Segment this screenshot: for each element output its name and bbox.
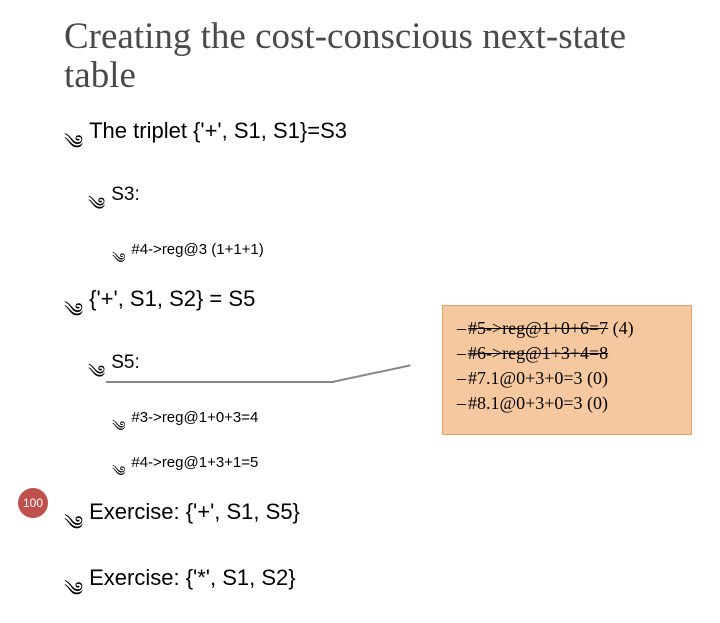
bullet-text: Exercise: {'+', S1, S5}	[89, 499, 300, 525]
bullet-text: #3->reg@1+0+3=4	[131, 409, 258, 426]
answer-callout: –#5->reg@1+0+6=7 (4) –#6->reg@1+3+4=8 –#…	[442, 305, 692, 435]
page-number: 100	[23, 496, 43, 510]
bullet-swirl-icon: ༄	[112, 242, 125, 282]
dash-icon: –	[457, 368, 466, 388]
slide-title: Creating the cost-conscious next-state t…	[64, 18, 672, 96]
callout-text-strike: #6->reg@1+3+4=8	[468, 343, 608, 363]
bullet-text: Exercise: {'*', S1, S2}	[89, 565, 296, 591]
connector-line	[106, 381, 334, 383]
bullet-swirl-icon: ༄	[88, 185, 105, 235]
bullet-text: The triplet {'+', S1, S1}=S3	[89, 118, 347, 144]
bullet-text: #4->reg@3 (1+1+1)	[131, 241, 263, 258]
bullet-swirl-icon: ༄	[88, 353, 105, 403]
bullet-swirl-icon: ༄	[64, 567, 83, 623]
bullet-text: S3:	[111, 184, 140, 206]
bullet-text: {'+', S1, S2} = S5	[89, 286, 255, 312]
bullet-exercise-2: ༄ Exercise: {'*', S1, S2}	[64, 565, 672, 623]
dash-icon: –	[457, 393, 466, 413]
bullet-triplet-s3: ༄ The triplet {'+', S1, S1}=S3	[64, 118, 672, 176]
bullet-exercise-1: ༄ Exercise: {'+', S1, S5}	[64, 499, 672, 557]
callout-row-3: –#7.1@0+3+0=3 (0)	[457, 368, 677, 389]
bullet-text: S5:	[111, 352, 140, 374]
bullet-swirl-icon: ༄	[64, 501, 83, 557]
dash-icon: –	[457, 343, 466, 363]
bullet-s3-label: ༄ S3:	[88, 184, 672, 235]
bullet-swirl-icon: ༄	[112, 455, 125, 495]
callout-text-strike: #5->reg@1+0+6=7	[468, 318, 608, 338]
dash-icon: –	[457, 318, 466, 338]
slide: Creating the cost-conscious next-state t…	[0, 0, 720, 540]
callout-text: #7.1@0+3+0=3 (0)	[468, 368, 608, 388]
bullet-swirl-icon: ༄	[64, 288, 83, 344]
callout-text: #8.1@0+3+0=3 (0)	[468, 393, 608, 413]
callout-text: (4)	[608, 318, 634, 338]
callout-row-2: –#6->reg@1+3+4=8	[457, 343, 677, 364]
bullet-swirl-icon: ༄	[64, 120, 83, 176]
bullet-s5-detail-2: ༄ #4->reg@1+3+1=5	[112, 454, 672, 495]
callout-row-4: –#8.1@0+3+0=3 (0)	[457, 393, 677, 414]
bullet-s3-detail: ༄ #4->reg@3 (1+1+1)	[112, 241, 672, 282]
bullet-text: #4->reg@1+3+1=5	[131, 454, 258, 471]
page-number-badge: 100	[18, 488, 48, 518]
bullet-swirl-icon: ༄	[112, 410, 125, 450]
callout-row-1: –#5->reg@1+0+6=7 (4)	[457, 318, 677, 339]
